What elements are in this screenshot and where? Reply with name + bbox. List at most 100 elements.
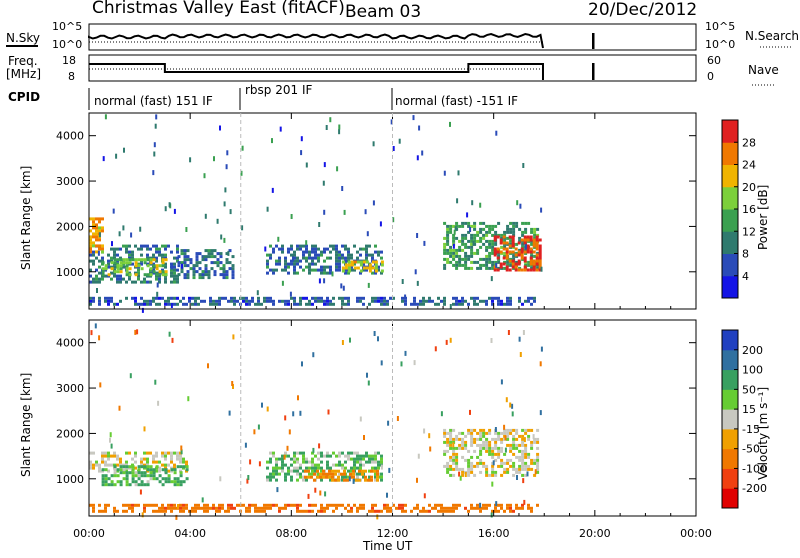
heatmap-cell (213, 273, 217, 277)
heatmap-cell (146, 457, 149, 461)
heatmap-cell (137, 477, 141, 481)
heatmap-cell (299, 472, 302, 476)
heatmap-cell (482, 236, 486, 240)
heatmap-cell (464, 245, 468, 249)
heatmap-cell (506, 428, 510, 432)
heatmap-cell (122, 471, 126, 475)
heatmap-cell (488, 260, 492, 264)
heatmap-cell (161, 468, 165, 472)
heatmap-cell (524, 443, 528, 447)
heatmap-cell (269, 478, 272, 482)
heatmap-cell (524, 431, 528, 435)
heatmap-cell (293, 457, 296, 461)
heatmap-cell (104, 474, 108, 478)
heatmap-cell (524, 221, 528, 225)
heatmap-cell (401, 503, 404, 507)
heatmap-cell (95, 268, 98, 272)
heatmap-cell (536, 467, 540, 471)
heatmap-cell (323, 302, 326, 306)
heatmap-cell (521, 506, 524, 510)
heatmap-cell (506, 503, 509, 507)
heatmap-cell (216, 258, 220, 262)
heatmap-cell (500, 431, 504, 435)
heatmap-cell (125, 503, 128, 507)
heatmap-cell (164, 506, 167, 510)
heatmap-cell (422, 299, 425, 303)
heatmap-cell (278, 247, 281, 251)
heatmap-scatter-cell (152, 170, 155, 176)
heatmap-scatter-cell (175, 514, 178, 520)
heatmap-cell (464, 299, 467, 303)
heatmap-scatter-cell (519, 203, 522, 209)
heatmap-cell (293, 268, 296, 272)
heatmap-cell (479, 239, 483, 243)
heatmap-scatter-cell (98, 335, 101, 341)
heatmap-cell (476, 260, 480, 264)
heatmap-cell (530, 227, 534, 231)
heatmap-cell (119, 480, 123, 484)
heatmap-cell (497, 446, 501, 450)
nave-tick-bottom: 0 (707, 70, 714, 83)
heatmap-cell (110, 299, 113, 303)
heatmap-cell (302, 475, 305, 479)
heatmap-cell (506, 506, 509, 510)
heatmap-cell (209, 302, 212, 306)
heatmap-cell (308, 472, 311, 476)
heatmap-cell (278, 466, 281, 470)
heatmap-cell (428, 299, 431, 303)
date-label: 20/Dec/2012 (588, 0, 697, 20)
heatmap-cell (479, 434, 483, 438)
heatmap-cell (461, 431, 465, 435)
heatmap-cell (536, 440, 540, 444)
heatmap-cell (482, 257, 486, 261)
heatmap-cell (146, 247, 149, 251)
heatmap-cell (461, 446, 465, 450)
heatmap-cell (374, 509, 377, 513)
heatmap-cell (158, 480, 162, 484)
heatmap-cell (356, 266, 360, 270)
heatmap-cell (373, 469, 376, 473)
colorbar-tick-label: 100 (742, 364, 763, 377)
heatmap-cell (365, 268, 368, 272)
y-tick-label: 1000 (56, 266, 84, 279)
heatmap-cell (341, 256, 344, 260)
heatmap-cell (197, 302, 200, 306)
heatmap-cell (455, 467, 459, 471)
heatmap-cell (314, 253, 317, 257)
colorbar-segment (722, 349, 738, 371)
heatmap-cell (464, 446, 468, 450)
heatmap-scatter-cell (449, 304, 452, 309)
heatmap-cell (113, 451, 116, 455)
heatmap-cell (161, 258, 165, 262)
heatmap-cell (473, 260, 477, 264)
heatmap-cell (192, 273, 196, 277)
heatmap-cell (143, 277, 146, 281)
heatmap-cell (377, 466, 380, 470)
heatmap-cell (89, 463, 92, 467)
heatmap-cell (104, 509, 107, 513)
heatmap-cell (434, 506, 437, 510)
heatmap-cell (371, 457, 374, 461)
heatmap-cell (110, 267, 114, 271)
heatmap-cell (461, 236, 465, 240)
heatmap-cell (137, 247, 140, 251)
heatmap-cell (479, 458, 483, 462)
heatmap-cell (521, 302, 524, 306)
heatmap-cell (467, 509, 470, 513)
heatmap-cell (461, 437, 465, 441)
heatmap-scatter-cell (201, 497, 204, 503)
heatmap-cell (143, 465, 147, 469)
heatmap-cell (511, 241, 515, 245)
heatmap-cell (383, 503, 386, 507)
heatmap-cell (371, 460, 374, 464)
heatmap-cell (347, 247, 350, 251)
heatmap-cell (293, 259, 296, 263)
heatmap-cell (341, 244, 344, 248)
heatmap-cell (302, 509, 305, 513)
heatmap-cell (380, 460, 383, 464)
heatmap-cell (320, 506, 323, 510)
heatmap-cell (482, 431, 486, 435)
heatmap-cell (137, 268, 140, 272)
heatmap-cell (149, 267, 153, 271)
heatmap-cell (179, 469, 182, 473)
